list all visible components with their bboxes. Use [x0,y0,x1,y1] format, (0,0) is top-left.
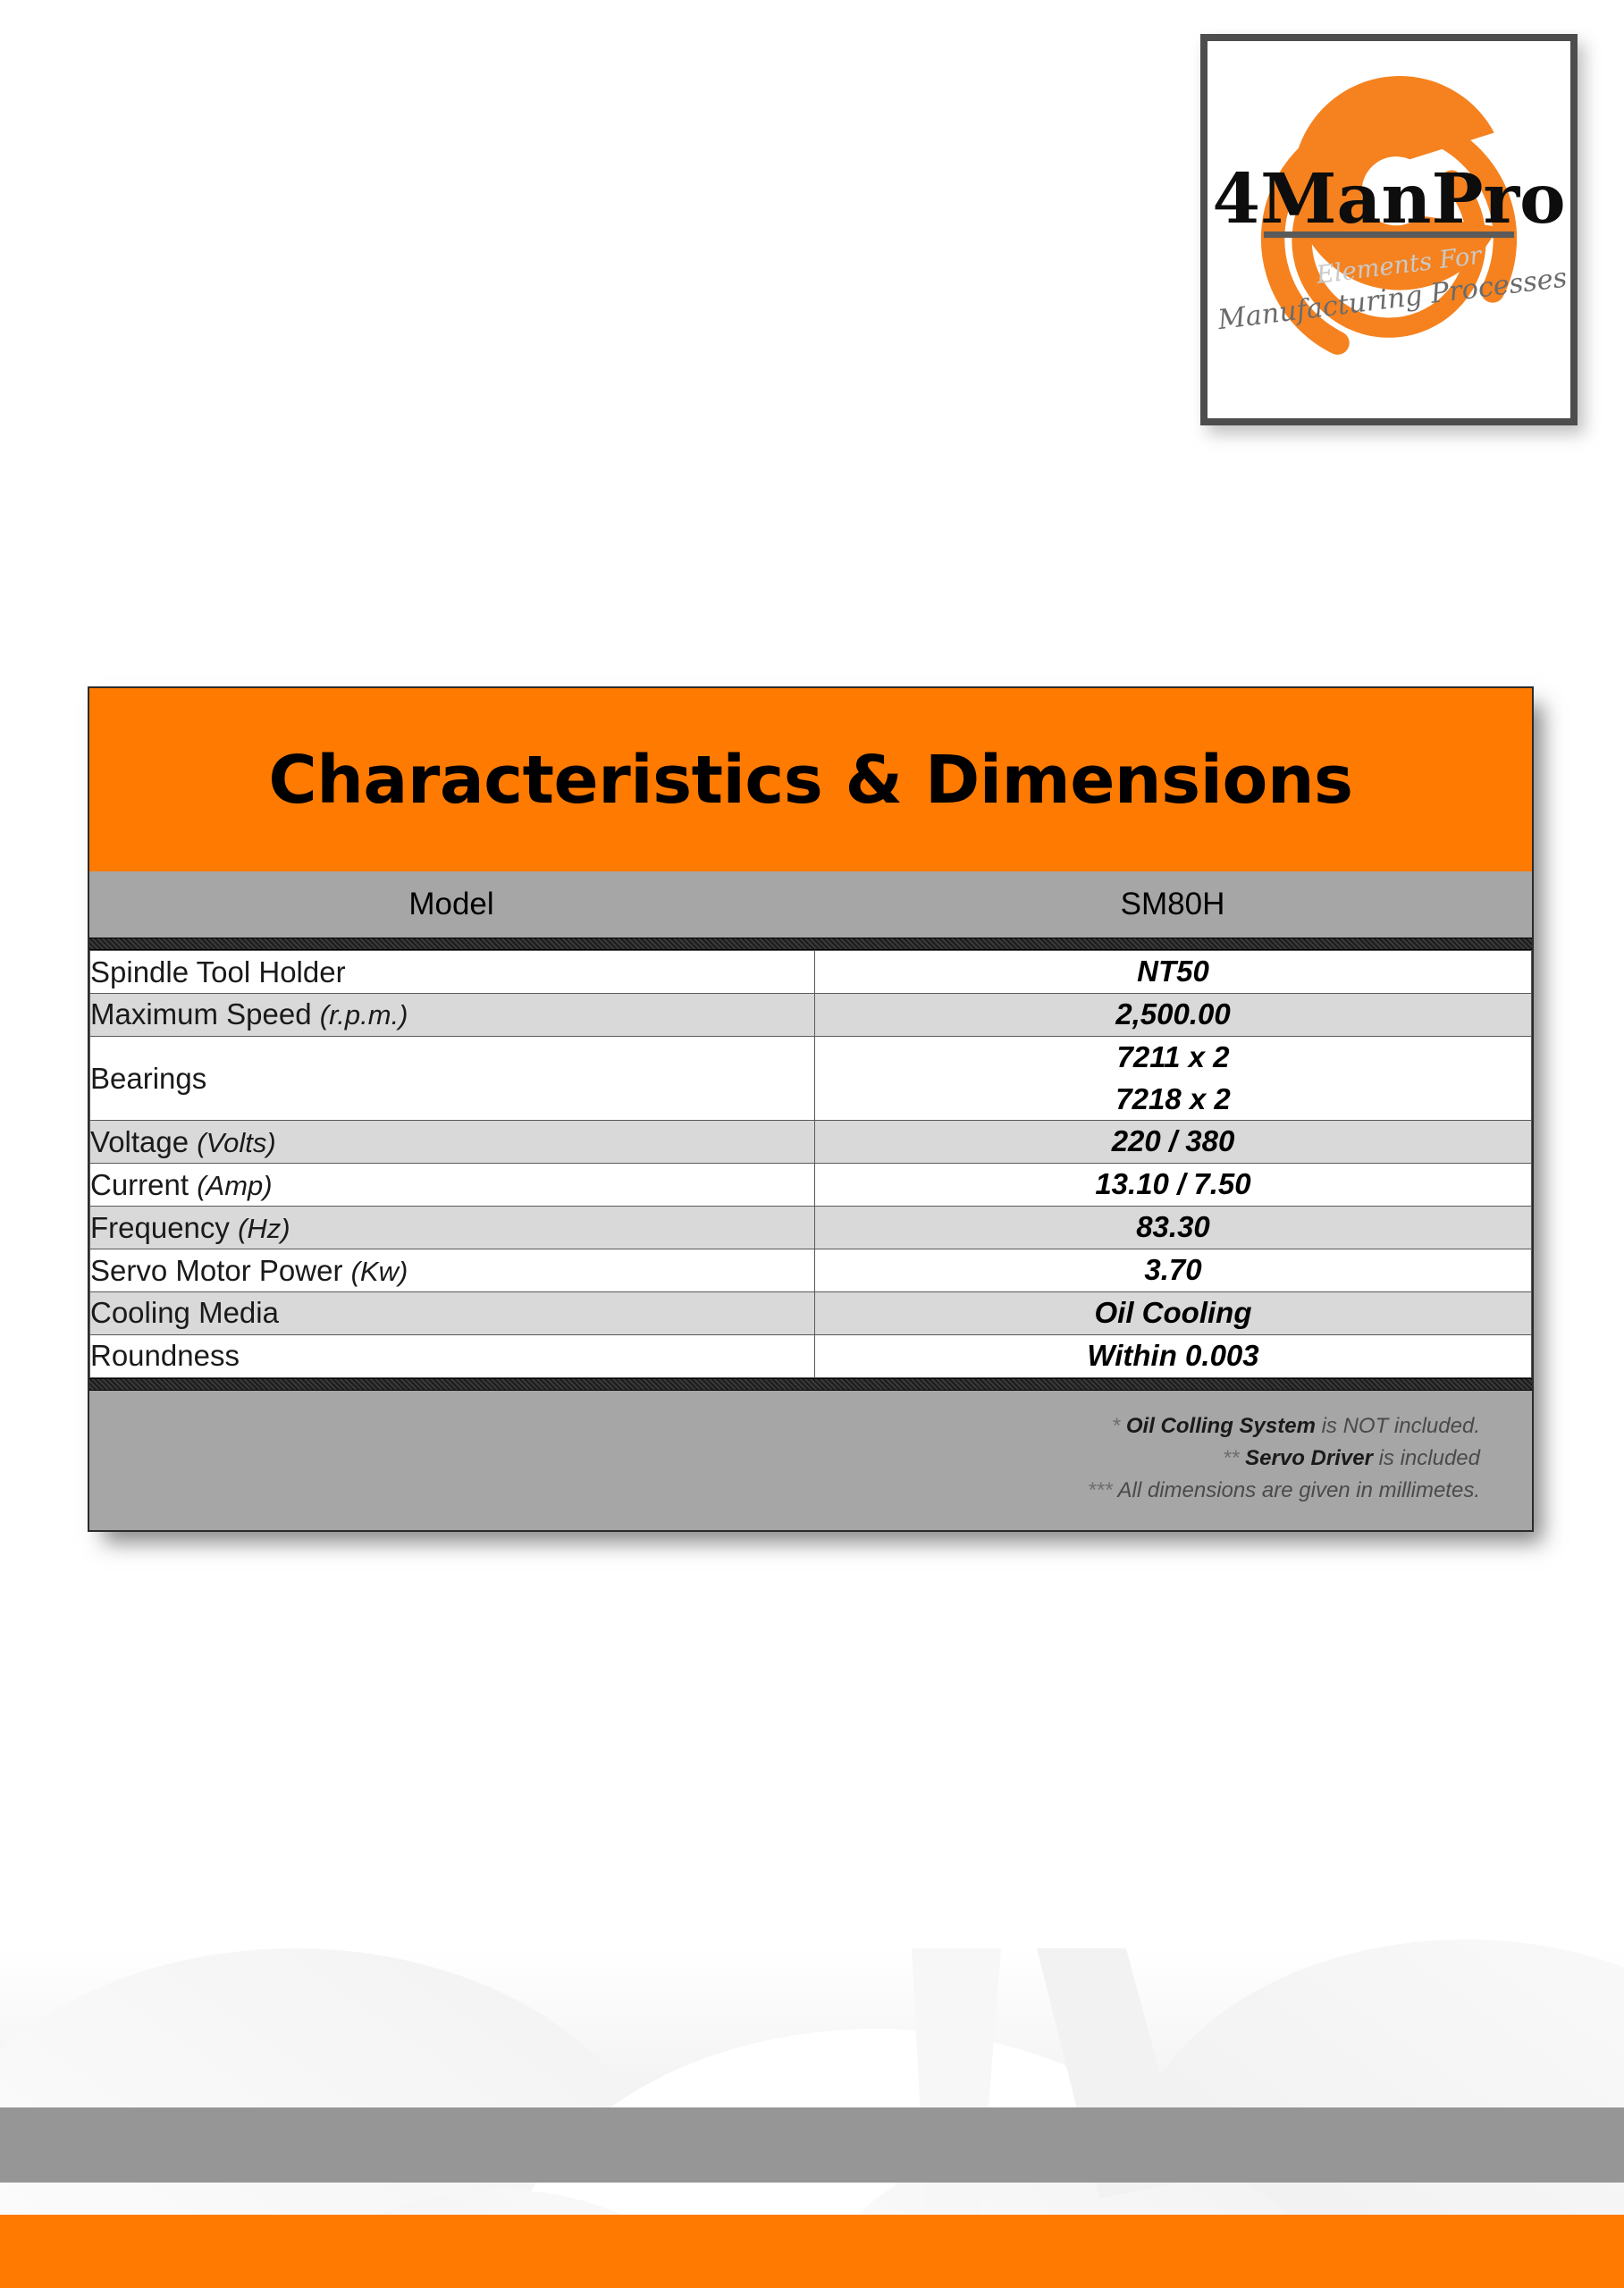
footnote-rest: is NOT included. [1321,1413,1480,1438]
logo-frame: 4ManPro Elements For Manufacturing Proce… [1200,34,1578,425]
row-label-cell: Current (Amp) [89,1163,815,1207]
row-value-cell: Within 0.003 [814,1333,1532,1378]
row-unit: (Volts) [197,1126,276,1158]
specifications-table-body: Spindle Tool Holder NT50 Maximum Speed (… [89,950,1532,1378]
footnote-item: * Oil Colling System is NOT included. [89,1410,1480,1443]
row-label-cell: Frequency (Hz) [89,1206,815,1250]
table-row: Frequency (Hz) 83.30 [89,1206,1532,1250]
row-label-cell: Roundness [89,1333,815,1378]
model-header-value: SM80H [1120,887,1225,921]
row-unit: (Hz) [238,1212,290,1244]
company-logo: 4ManPro Elements For Manufacturing Proce… [1200,34,1585,434]
table-row: Maximum Speed (r.p.m.) 2,500.00 [89,992,1532,1037]
table-bottom-separator [89,1377,1532,1391]
footnote-stars: *** [1087,1477,1113,1502]
spec-title-bar: Characteristics & Dimensions [89,688,1532,871]
table-row: Servo Motor Power (Kw) 3.70 [89,1249,1532,1292]
row-value-cell: 83.30 [814,1206,1532,1250]
row-label: Roundness [90,1339,240,1373]
row-label-cell: Cooling Media [89,1291,815,1335]
footnote-rest: is included [1378,1445,1480,1470]
page-footer [0,1913,1624,2288]
row-unit: (r.p.m.) [319,999,408,1031]
row-label: Cooling Media [90,1296,279,1330]
footer-orange-band [0,2215,1624,2288]
model-header-row: Model SM80H [89,871,1532,938]
table-row: Bearings 7211 x 2 7218 x 2 [89,1035,1532,1122]
footnote-stars: ** [1222,1445,1240,1470]
row-label-cell: Spindle Tool Holder [89,950,815,994]
row-value-cell: 220 / 380 [814,1120,1532,1165]
table-row: Cooling Media Oil Cooling [89,1291,1532,1335]
table-row: Voltage (Volts) 220 / 380 [89,1120,1532,1165]
row-unit: (Amp) [197,1169,273,1201]
row-value-cell: 13.10 / 7.50 [814,1163,1532,1207]
row-label: Maximum Speed [90,997,312,1031]
footnotes-band: * Oil Colling System is NOT included. **… [89,1390,1532,1530]
row-value-cell: 3.70 [814,1249,1532,1292]
row-label-cell: Servo Motor Power (Kw) [89,1249,815,1292]
row-value-cell: 7211 x 2 7218 x 2 [814,1035,1532,1122]
footnote-bold: Servo Driver [1245,1445,1373,1470]
row-label: Servo Motor Power [90,1253,343,1287]
row-label-cell: Bearings [89,1035,815,1122]
logo-inner: 4ManPro Elements For Manufacturing Proce… [1207,41,1570,418]
row-label: Frequency [90,1210,230,1244]
row-label: Current [90,1167,189,1201]
row-value-cell: Oil Cooling [814,1291,1532,1335]
logo-brand-text: 4ManPro [1212,159,1565,240]
footnote-item: *** All dimensions are given in millimet… [89,1475,1480,1507]
row-label: Spindle Tool Holder [90,955,346,988]
table-top-separator [89,938,1532,950]
specifications-table: Spindle Tool Holder NT50 Maximum Speed (… [89,950,1532,1378]
row-label: Voltage [90,1124,189,1158]
row-label-cell: Maximum Speed (r.p.m.) [89,992,815,1037]
row-value-cell: NT50 [814,950,1532,994]
row-unit: (Kw) [350,1255,408,1287]
row-label: Bearings [90,1061,207,1095]
footnote-item: ** Servo Driver is included [89,1443,1480,1475]
specifications-card: Characteristics & Dimensions Model SM80H… [88,686,1534,1532]
footnote-rest: All dimensions are given in millimetes. [1117,1477,1481,1502]
logo-divider-rule [1263,231,1515,239]
table-row: Spindle Tool Holder NT50 [89,950,1532,994]
footer-gray-band [0,2107,1624,2183]
model-header-label: Model [408,887,494,921]
row-label-cell: Voltage (Volts) [89,1120,815,1165]
logo-swirl-icon: 4ManPro Elements For Manufacturing Proce… [1212,76,1569,367]
footnote-stars: * [1111,1413,1121,1438]
table-row: Roundness Within 0.003 [89,1333,1532,1378]
row-value-cell: 2,500.00 [814,992,1532,1037]
page-title: Characteristics & Dimensions [268,741,1353,819]
footnote-bold: Oil Colling System [1125,1413,1316,1438]
table-row: Current (Amp) 13.10 / 7.50 [89,1163,1532,1207]
